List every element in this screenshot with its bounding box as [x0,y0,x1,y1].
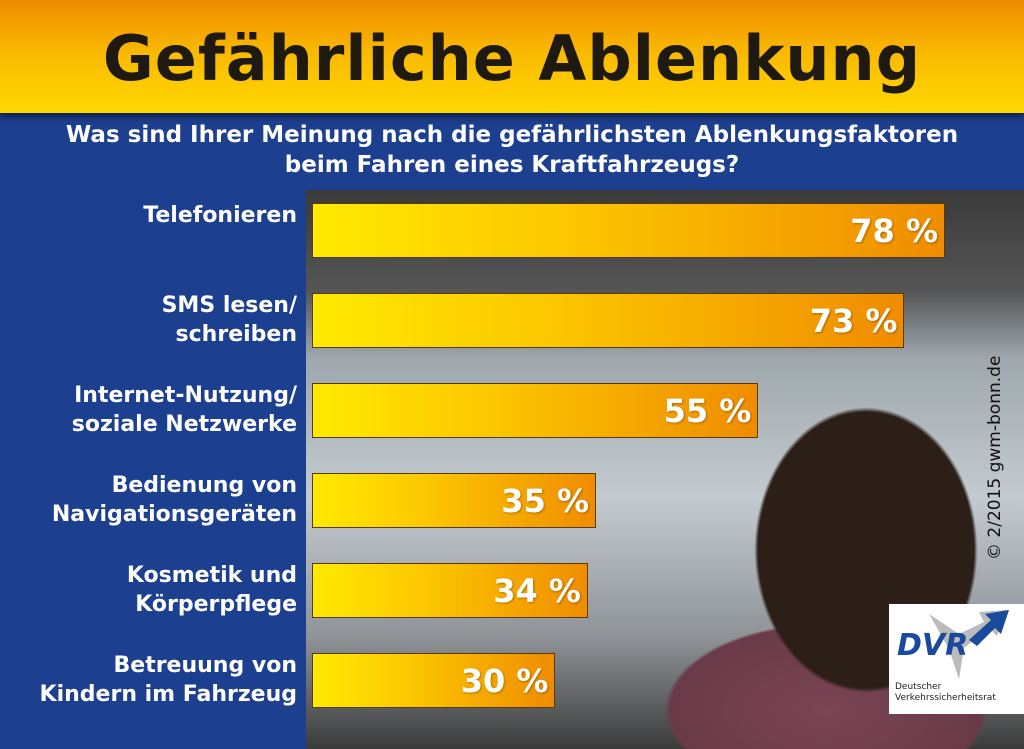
subtitle-line: Was sind Ihrer Meinung nach die gefährli… [65,122,959,148]
data-label: 78 % [850,212,938,250]
label-panel [0,113,306,749]
logo-subtitle: Deutscher [895,682,942,692]
data-label: 34 % [493,572,581,610]
header-banner: Gefährliche Ablenkung [0,0,1024,113]
bar: 34 % [312,563,588,618]
logo-text: DVR [897,628,969,663]
chart-subtitle: Was sind Ihrer Meinung nach die gefährli… [0,120,1024,180]
bar: 30 % [312,653,556,708]
bar: 78 % [312,203,945,258]
category-label: Betreuung von Kindern im Fahrzeug [39,653,297,707]
bar: 35 % [312,473,597,528]
copyright: © 2/2015 gwm-bonn.de [985,355,1005,560]
data-label: 35 % [501,482,590,520]
category-label: Kosmetik und Körperpflege [126,563,297,617]
data-label: 30 % [460,662,549,700]
category-label: SMS lesen/schreiben [161,293,297,347]
bar: 73 % [312,293,905,348]
logo-subtitle: Verkehrssicherheitsrat [895,693,996,703]
dvr-logo: DVR Deutscher Verkehrssicherheitsrat [889,604,1024,714]
category-label: Internet-Nutzung/soziale Netzwerke [71,383,297,437]
category-label: Telefonieren [143,203,297,228]
category-label: Bedienung von Navigationsgeräten [51,473,297,527]
logo-arrow-icon [929,610,1009,679]
data-label: 73 % [809,302,898,340]
chart-title: Gefährliche Ablenkung [102,22,922,95]
data-label: 55 % [663,392,752,430]
bar: 55 % [312,383,759,438]
subtitle-line: beim Fahren eines Kraftfahrzeugs? [284,152,740,178]
